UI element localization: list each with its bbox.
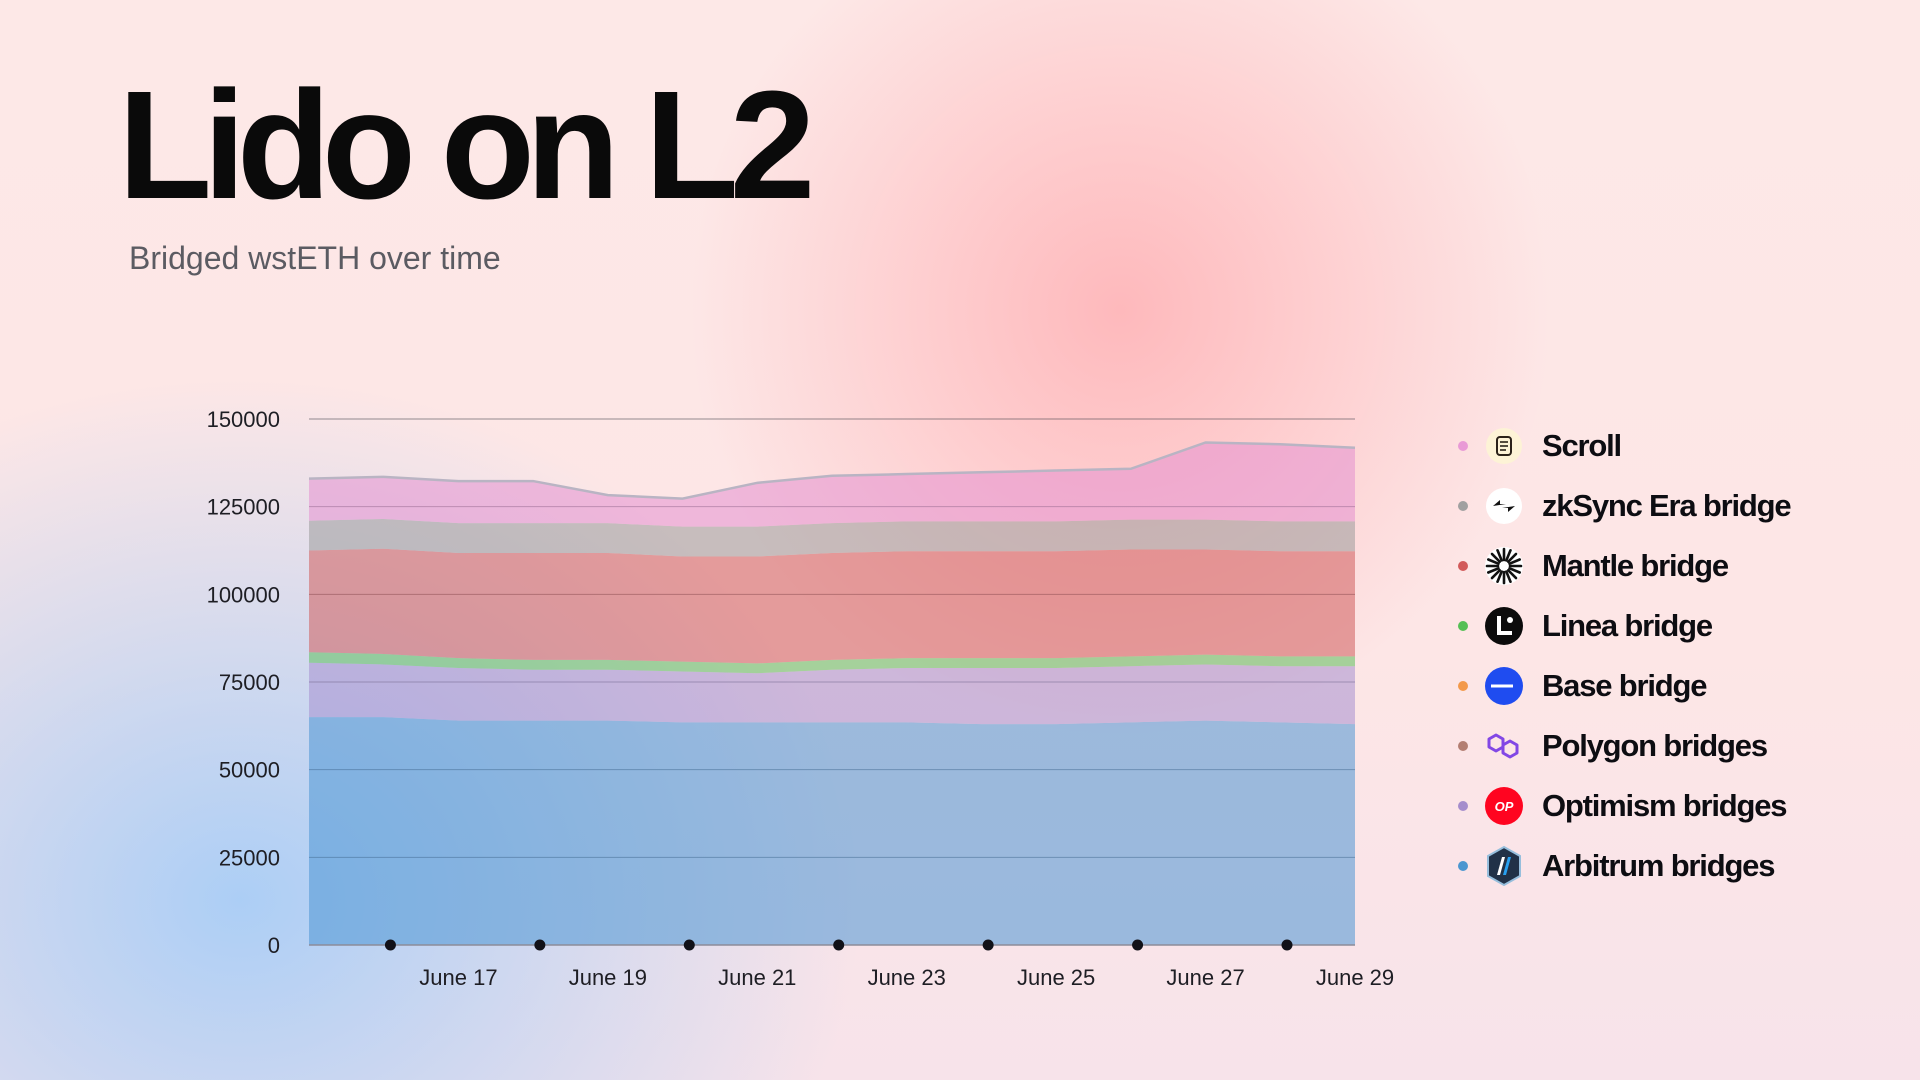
legend-dot	[1458, 801, 1468, 811]
y-tick-label: 0	[268, 933, 280, 958]
legend-label: zkSync Era bridge	[1542, 488, 1792, 523]
legend-dot	[1458, 741, 1468, 751]
arbitrum-icon	[1482, 844, 1526, 888]
area-linea-bridge	[309, 652, 1355, 674]
legend-label: Linea bridge	[1542, 608, 1713, 643]
y-tick-label: 25000	[219, 845, 280, 870]
legend-item-linea: Linea bridge	[1458, 596, 1790, 656]
x-tick-label: June 21	[718, 965, 796, 990]
x-tick-label: June 17	[419, 965, 497, 990]
legend-item-arbitrum: Arbitrum bridges	[1458, 836, 1790, 896]
x-tick-label: June 27	[1166, 965, 1244, 990]
legend-dot	[1458, 561, 1468, 571]
area-arbitrum-bridges	[309, 717, 1355, 945]
x-tick-label: June 29	[1316, 965, 1394, 990]
optimism-icon: OP	[1482, 784, 1526, 828]
x-tick-dot	[384, 939, 396, 951]
svg-text:OP: OP	[1495, 799, 1514, 814]
legend-label: Base bridge	[1542, 668, 1707, 703]
legend-label: Polygon bridges	[1542, 728, 1768, 763]
axes: 0 25000 50000 75000 100000 125000 150000 June 1…	[207, 407, 1395, 990]
y-tick-label: 150000	[207, 407, 280, 432]
legend-item-mantle: Mantle bridge	[1458, 536, 1790, 596]
legend-item-optimism: OP Optimism bridges	[1458, 776, 1790, 836]
x-tick-label: June 25	[1017, 965, 1095, 990]
legend-label: Optimism bridges	[1542, 788, 1788, 823]
area-mantle-bridge	[309, 548, 1355, 664]
x-tick-dot	[683, 939, 695, 951]
x-tick-dot	[982, 939, 994, 951]
x-tick-dot	[534, 939, 546, 951]
x-tick-label: June 19	[569, 965, 647, 990]
legend-label: Mantle bridge	[1542, 548, 1729, 583]
y-tick-label: 125000	[207, 495, 280, 520]
scroll-icon	[1482, 424, 1526, 468]
legend-item-zksync: zkSync Era bridge	[1458, 476, 1792, 536]
x-tick-dot	[1281, 939, 1293, 951]
mantle-icon	[1482, 544, 1526, 588]
legend-item-base: Base bridge	[1458, 656, 1790, 716]
y-tick-label: 100000	[207, 582, 280, 607]
legend-dot	[1458, 441, 1468, 451]
chart-legend: Scroll zkSync Era bridge Mantle bridge L…	[1458, 416, 1792, 896]
area-top-outline	[308, 441, 1356, 500]
legend-dot	[1458, 501, 1468, 511]
legend-label: Scroll	[1542, 428, 1622, 463]
legend-dot	[1458, 681, 1468, 691]
x-tick-dot	[1132, 939, 1144, 951]
polygon-icon	[1482, 724, 1526, 768]
area-scroll	[309, 442, 1355, 527]
legend-item-polygon: Polygon bridges	[1458, 716, 1790, 776]
area-zksync-era-bridge	[309, 518, 1355, 557]
area-series	[308, 441, 1356, 945]
base-icon	[1482, 664, 1526, 708]
legend-label: Arbitrum bridges	[1542, 848, 1775, 883]
x-tick-dot	[833, 939, 845, 951]
page-title: Lido on L2	[118, 59, 815, 231]
zksync-icon	[1482, 484, 1526, 528]
y-tick-label: 50000	[219, 758, 280, 783]
linea-icon	[1482, 604, 1526, 648]
area-optimism-bridges	[309, 662, 1355, 725]
legend-dot	[1458, 621, 1468, 631]
legend-dot	[1458, 861, 1468, 871]
chart-subtitle: Bridged wstETH over time	[129, 240, 501, 276]
y-tick-label: 75000	[219, 670, 280, 695]
legend-item-scroll: Scroll	[1458, 416, 1790, 476]
x-tick-label: June 23	[868, 965, 946, 990]
